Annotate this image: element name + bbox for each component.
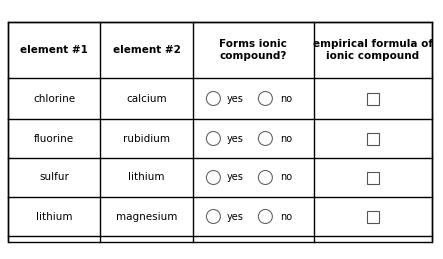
Circle shape — [258, 170, 272, 184]
Bar — [367, 171, 379, 183]
Circle shape — [206, 170, 221, 184]
Text: Forms ionic
compound?: Forms ionic compound? — [219, 39, 287, 61]
Text: magnesium: magnesium — [116, 212, 177, 221]
Text: yes: yes — [227, 212, 244, 221]
Circle shape — [258, 132, 272, 146]
Text: lithium: lithium — [128, 172, 165, 183]
Bar — [367, 92, 379, 104]
Bar — [8, 22, 432, 242]
Bar — [367, 211, 379, 222]
Text: no: no — [280, 133, 292, 143]
Text: calcium: calcium — [126, 93, 167, 104]
Text: no: no — [280, 172, 292, 183]
Bar — [367, 133, 379, 145]
Circle shape — [206, 132, 221, 146]
Text: sulfur: sulfur — [39, 172, 69, 183]
Text: yes: yes — [227, 133, 244, 143]
Text: no: no — [280, 93, 292, 104]
Text: element #1: element #1 — [20, 45, 88, 55]
Text: empirical formula of
ionic compound: empirical formula of ionic compound — [313, 39, 433, 61]
Circle shape — [206, 91, 221, 105]
Circle shape — [258, 91, 272, 105]
Text: lithium: lithium — [36, 212, 73, 221]
Text: chlorine: chlorine — [33, 93, 75, 104]
Text: yes: yes — [227, 172, 244, 183]
Circle shape — [206, 210, 221, 224]
Circle shape — [258, 210, 272, 224]
Text: element #2: element #2 — [113, 45, 181, 55]
Text: no: no — [280, 212, 292, 221]
Text: fluorine: fluorine — [34, 133, 74, 143]
Text: rubidium: rubidium — [123, 133, 170, 143]
Text: yes: yes — [227, 93, 244, 104]
